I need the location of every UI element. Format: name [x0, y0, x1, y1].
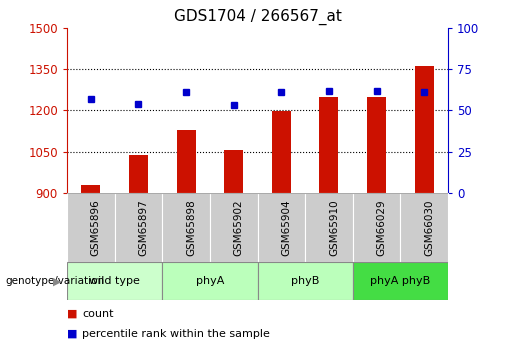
Text: percentile rank within the sample: percentile rank within the sample [82, 329, 270, 339]
Text: GDS1704 / 266567_at: GDS1704 / 266567_at [174, 9, 341, 25]
Bar [81, 185, 100, 193]
Bar [129, 155, 148, 193]
Text: genotype/variation: genotype/variation [5, 276, 104, 286]
Bar [114, 193, 162, 262]
Text: GSM65910: GSM65910 [329, 199, 339, 256]
Bar [305, 193, 353, 262]
Bar [162, 262, 258, 300]
Text: wild type: wild type [89, 276, 140, 286]
Bar [415, 66, 434, 193]
Bar [224, 150, 243, 193]
Bar [367, 97, 386, 193]
Bar [319, 97, 338, 193]
Bar [258, 262, 353, 300]
Bar [401, 193, 448, 262]
Bar [210, 193, 258, 262]
Text: ▶: ▶ [53, 276, 62, 286]
Text: GSM66029: GSM66029 [376, 199, 387, 256]
Text: ■: ■ [67, 309, 77, 318]
Bar [353, 193, 401, 262]
Bar [67, 193, 115, 262]
Text: GSM65898: GSM65898 [186, 199, 196, 256]
Text: GSM65897: GSM65897 [139, 199, 148, 256]
Text: GSM65904: GSM65904 [281, 199, 291, 256]
Text: phyA phyB: phyA phyB [370, 276, 431, 286]
Bar [162, 193, 210, 262]
Bar [258, 193, 305, 262]
Text: GSM65896: GSM65896 [91, 199, 101, 256]
Text: count: count [82, 309, 114, 318]
Bar [67, 262, 162, 300]
Text: phyA: phyA [196, 276, 224, 286]
Bar [272, 111, 291, 193]
Text: GSM65902: GSM65902 [234, 199, 244, 256]
Bar [353, 262, 448, 300]
Bar [177, 130, 196, 193]
Text: GSM66030: GSM66030 [424, 199, 434, 256]
Text: phyB: phyB [291, 276, 319, 286]
Text: ■: ■ [67, 329, 77, 339]
